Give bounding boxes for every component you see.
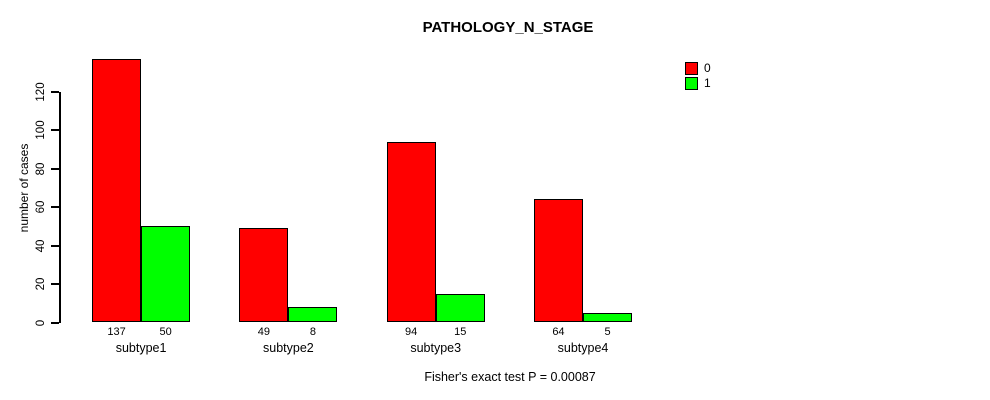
y-tick-label: 80 — [35, 162, 47, 176]
legend-label: 0 — [704, 61, 711, 75]
bar-subtype4-series1 — [583, 312, 633, 323]
y-axis-line — [59, 91, 61, 324]
y-tick-label: 100 — [35, 120, 47, 140]
legend-label: 1 — [704, 76, 711, 90]
bar-subtype1-series1 — [141, 226, 191, 323]
legend-swatch-0 — [685, 62, 698, 75]
bar-value-label: 94 — [405, 326, 418, 338]
bar-subtype2-series1 — [288, 307, 338, 323]
y-tick-label: 120 — [35, 82, 47, 102]
bar-subtype1-series0 — [92, 59, 142, 323]
caption-fishers-test: Fisher's exact test P = 0.00087 — [424, 370, 596, 384]
y-tick-label: 0 — [35, 319, 47, 326]
bar-subtype3-series1 — [435, 293, 485, 323]
bar-value-label: 5 — [604, 326, 611, 338]
y-tick — [51, 283, 59, 286]
category-label-subtype2: subtype2 — [263, 341, 314, 355]
legend-item-1: 1 — [685, 77, 711, 90]
bar-subtype3-series0 — [386, 141, 436, 323]
bar-value-label: 50 — [159, 326, 172, 338]
bar-subtype4-series0 — [533, 199, 583, 323]
y-tick-label: 40 — [35, 239, 47, 252]
bar-value-label: 64 — [552, 326, 565, 338]
y-tick — [51, 244, 59, 247]
y-tick-label: 20 — [35, 277, 47, 291]
category-label-subtype4: subtype4 — [557, 341, 609, 355]
bar-value-label: 49 — [257, 326, 270, 338]
bar-value-label: 137 — [107, 326, 126, 338]
bar-subtype2-series0 — [239, 228, 289, 323]
y-tick — [51, 321, 59, 324]
y-tick — [51, 206, 59, 209]
category-label-subtype3: subtype3 — [410, 341, 462, 355]
y-tick — [51, 90, 59, 93]
chart-title: PATHOLOGY_N_STAGE — [422, 19, 594, 36]
bar-value-label: 8 — [309, 326, 316, 338]
y-tick-label: 60 — [35, 200, 47, 214]
legend-item-0: 0 — [685, 62, 711, 75]
y-axis-label: number of cases — [17, 143, 31, 233]
legend-swatch-1 — [685, 77, 698, 90]
y-tick — [51, 129, 59, 132]
bar-value-label: 15 — [454, 326, 467, 338]
y-tick — [51, 167, 59, 170]
category-label-subtype1: subtype1 — [115, 341, 167, 355]
